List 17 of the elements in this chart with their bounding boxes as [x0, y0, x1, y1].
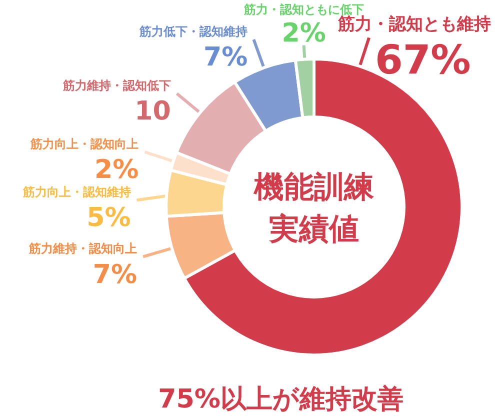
- data-label: 5%: [86, 203, 131, 234]
- data-label: 67%: [375, 38, 471, 84]
- text: 実績値: [268, 212, 359, 247]
- data-label: 10: [134, 96, 171, 127]
- slice-label: 筋力維持・認知向上: [28, 242, 138, 256]
- slice-label: 筋力・認知とも維持: [337, 14, 491, 35]
- slice-label: 筋力・認知ともに低下: [242, 2, 364, 16]
- text: 機能訓練: [253, 170, 375, 205]
- slice-label: 筋力低下・認知維持: [138, 24, 248, 39]
- text: 75%以上が維持改善: [158, 384, 404, 414]
- data-label: 2%: [94, 155, 139, 186]
- slice-label: 筋力向上・認知維持: [22, 185, 131, 200]
- slice-label: 筋力維持・認知低下: [62, 78, 171, 93]
- data-label: 7%: [204, 42, 248, 73]
- data-label: 7%: [92, 260, 138, 290]
- data-label: 2%: [282, 18, 326, 48]
- slice-label: 筋力向上・認知向上: [30, 136, 139, 151]
